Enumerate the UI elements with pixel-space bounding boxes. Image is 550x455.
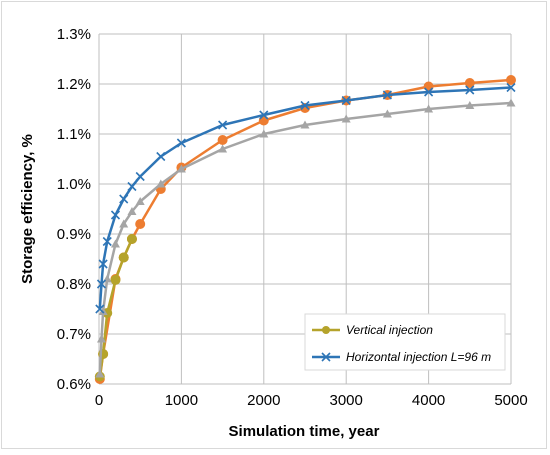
- legend-entry-vertical: Vertical injection: [312, 323, 433, 337]
- data-point-series-3: [382, 109, 392, 118]
- data-point-series-3: [96, 334, 106, 343]
- data-point-horizontal-injection-l-96-m: [424, 87, 434, 97]
- x-tick-label: 0: [95, 392, 103, 409]
- x-tick-label: 4000: [412, 392, 445, 409]
- y-tick-label: 0.8%: [57, 276, 91, 293]
- data-point-horizontal-injection-l-96-m: [110, 210, 121, 220]
- data-point-series-3: [119, 219, 129, 228]
- data-point-horizontal-injection-l-96-m: [119, 194, 129, 204]
- legend-label-vertical: Vertical injection: [346, 323, 433, 337]
- series-horizontal-injection-l-96-m: [95, 82, 516, 314]
- y-axis-ticks: 0.6% 0.7% 0.8% 0.9% 1.0% 1.1% 1.2% 1.3%: [57, 26, 91, 393]
- y-tick-label: 1.3%: [57, 26, 91, 43]
- data-point-series-3: [110, 239, 120, 248]
- data-point-series-1: [464, 78, 475, 88]
- data-point-horizontal-injection-l-96-m: [96, 279, 107, 289]
- y-tick-label: 0.9%: [57, 226, 91, 243]
- data-point-horizontal-injection-l-96-m: [218, 120, 228, 130]
- data-point-series-1: [423, 81, 434, 92]
- legend-swatch-vertical-marker: [322, 326, 330, 334]
- x-tick-label: 1000: [165, 392, 198, 409]
- data-point-vertical-injection: [118, 252, 129, 263]
- legend-entry-horizontal: Horizontal injection L=96 m: [312, 350, 491, 364]
- data-point-series-3: [259, 129, 269, 138]
- data-point-vertical-injection: [126, 234, 137, 244]
- data-point-horizontal-injection-l-96-m: [102, 236, 112, 247]
- data-point-horizontal-injection-l-96-m: [95, 304, 105, 314]
- series-line-horizontal-injection-l-96-m: [98, 86, 512, 310]
- data-point-series-1: [506, 75, 516, 85]
- data-point-series-3: [300, 120, 310, 129]
- data-point-series-3: [95, 369, 105, 378]
- data-point-series-1: [217, 135, 228, 145]
- data-point-series-3: [127, 207, 137, 215]
- data-point-series-3: [176, 164, 186, 173]
- data-point-series-3: [98, 307, 108, 315]
- data-point-horizontal-injection-l-96-m: [176, 138, 186, 148]
- y-axis-title: Storage efficiency, %: [19, 134, 36, 284]
- y-tick-label: 0.6%: [57, 376, 91, 393]
- data-point-horizontal-injection-l-96-m: [506, 82, 516, 93]
- legend-swatch-horizontal-marker: [321, 352, 331, 362]
- legend: Vertical injection Horizontal injection …: [304, 313, 506, 371]
- data-point-series-3: [424, 104, 434, 113]
- y-tick-label: 1.0%: [57, 176, 91, 193]
- y-tick-label: 0.7%: [57, 326, 91, 343]
- y-tick-label: 1.2%: [57, 76, 91, 93]
- legend-box: [304, 313, 506, 371]
- x-tick-label: 5000: [494, 392, 527, 409]
- data-point-horizontal-injection-l-96-m: [382, 90, 392, 100]
- x-tick-label: 2000: [247, 392, 280, 409]
- data-point-horizontal-injection-l-96-m: [300, 100, 310, 111]
- chart-frame: 0.6% 0.7% 0.8% 0.9% 1.0% 1.1% 1.2% 1.3% 0 1000 20…: [1, 1, 547, 449]
- x-axis-ticks: 0 1000 2000 3000 4000 5000: [95, 392, 528, 409]
- series-layer: [94, 75, 516, 384]
- legend-label-horizontal: Horizontal injection L=96 m: [346, 350, 491, 364]
- data-point-horizontal-injection-l-96-m: [98, 259, 108, 269]
- data-point-horizontal-injection-l-96-m: [341, 95, 351, 106]
- data-point-horizontal-injection-l-96-m: [135, 171, 145, 182]
- line-chart: 0.6% 0.7% 0.8% 0.9% 1.0% 1.1% 1.2% 1.3% 0 1000 20…: [19, 26, 528, 440]
- data-point-series-3: [156, 179, 166, 188]
- data-point-series-3: [218, 144, 228, 153]
- data-point-vertical-injection: [110, 275, 121, 285]
- data-point-horizontal-injection-l-96-m: [259, 110, 269, 120]
- x-axis-title: Simulation time, year: [229, 423, 380, 440]
- data-point-series-3: [341, 114, 351, 123]
- data-point-series-3: [465, 101, 475, 109]
- x-tick-label: 3000: [330, 392, 363, 409]
- y-tick-label: 1.1%: [57, 126, 91, 143]
- series-line-series-3: [98, 101, 512, 375]
- data-point-series-3: [135, 197, 145, 205]
- data-point-horizontal-injection-l-96-m: [156, 151, 166, 162]
- data-point-horizontal-injection-l-96-m: [127, 181, 137, 192]
- series-series-3: [95, 98, 516, 378]
- data-point-series-1: [135, 219, 146, 229]
- data-point-horizontal-injection-l-96-m: [465, 85, 475, 95]
- data-point-series-3: [506, 98, 516, 107]
